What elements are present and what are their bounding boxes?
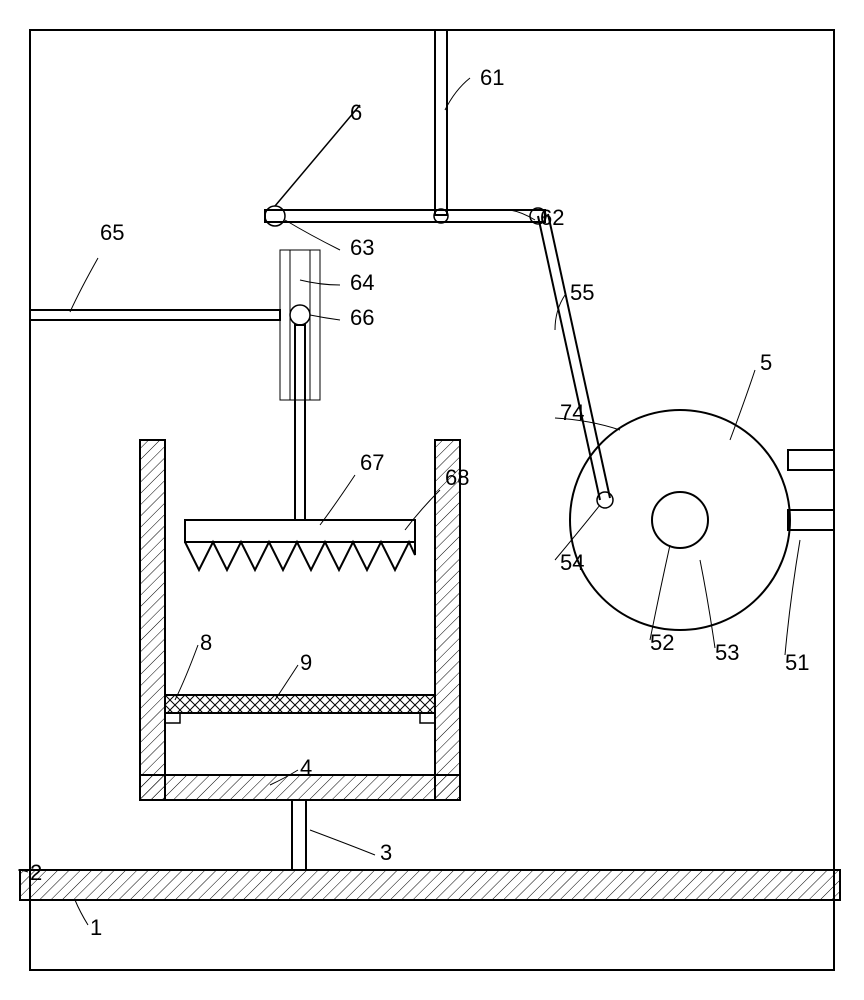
technical-diagram: 61 6 62 65 63 64 55 66 5 74 67 68 54 52 … (0, 0, 864, 1000)
label-61: 61 (480, 65, 504, 90)
label-5: 5 (760, 350, 772, 375)
label-51: 51 (785, 650, 809, 675)
wheel-inner (652, 492, 708, 548)
label-3: 3 (380, 840, 392, 865)
label-8: 8 (200, 630, 212, 655)
filter-assembly (165, 695, 435, 723)
label-6: 6 (350, 100, 362, 125)
label-54: 54 (560, 550, 584, 575)
top-post (435, 30, 447, 215)
label-55: 55 (570, 280, 594, 305)
guide-bar-left (30, 310, 280, 320)
label-65: 65 (100, 220, 124, 245)
label-74: 74 (560, 400, 584, 425)
label-64: 64 (350, 270, 374, 295)
label-4: 4 (300, 755, 312, 780)
support-post (292, 800, 306, 870)
ring-66 (290, 305, 310, 325)
label-63: 63 (350, 235, 374, 260)
label-9: 9 (300, 650, 312, 675)
base-bar (20, 870, 840, 900)
label-68: 68 (445, 465, 469, 490)
label-67: 67 (360, 450, 384, 475)
label-52: 52 (650, 630, 674, 655)
wheel-mount (788, 510, 834, 530)
label-53: 53 (715, 640, 739, 665)
label-62: 62 (540, 205, 564, 230)
label-66: 66 (350, 305, 374, 330)
container (140, 440, 460, 800)
press-rod (295, 325, 305, 520)
lever-bar (265, 210, 545, 222)
label-2: 2 (30, 860, 42, 885)
leader-6-line (275, 105, 360, 206)
label-1: 1 (90, 915, 102, 940)
wheel-outer (570, 410, 790, 630)
connecting-rod (538, 214, 610, 500)
wheel-mount-5 (788, 450, 834, 470)
press-plate (185, 520, 415, 570)
